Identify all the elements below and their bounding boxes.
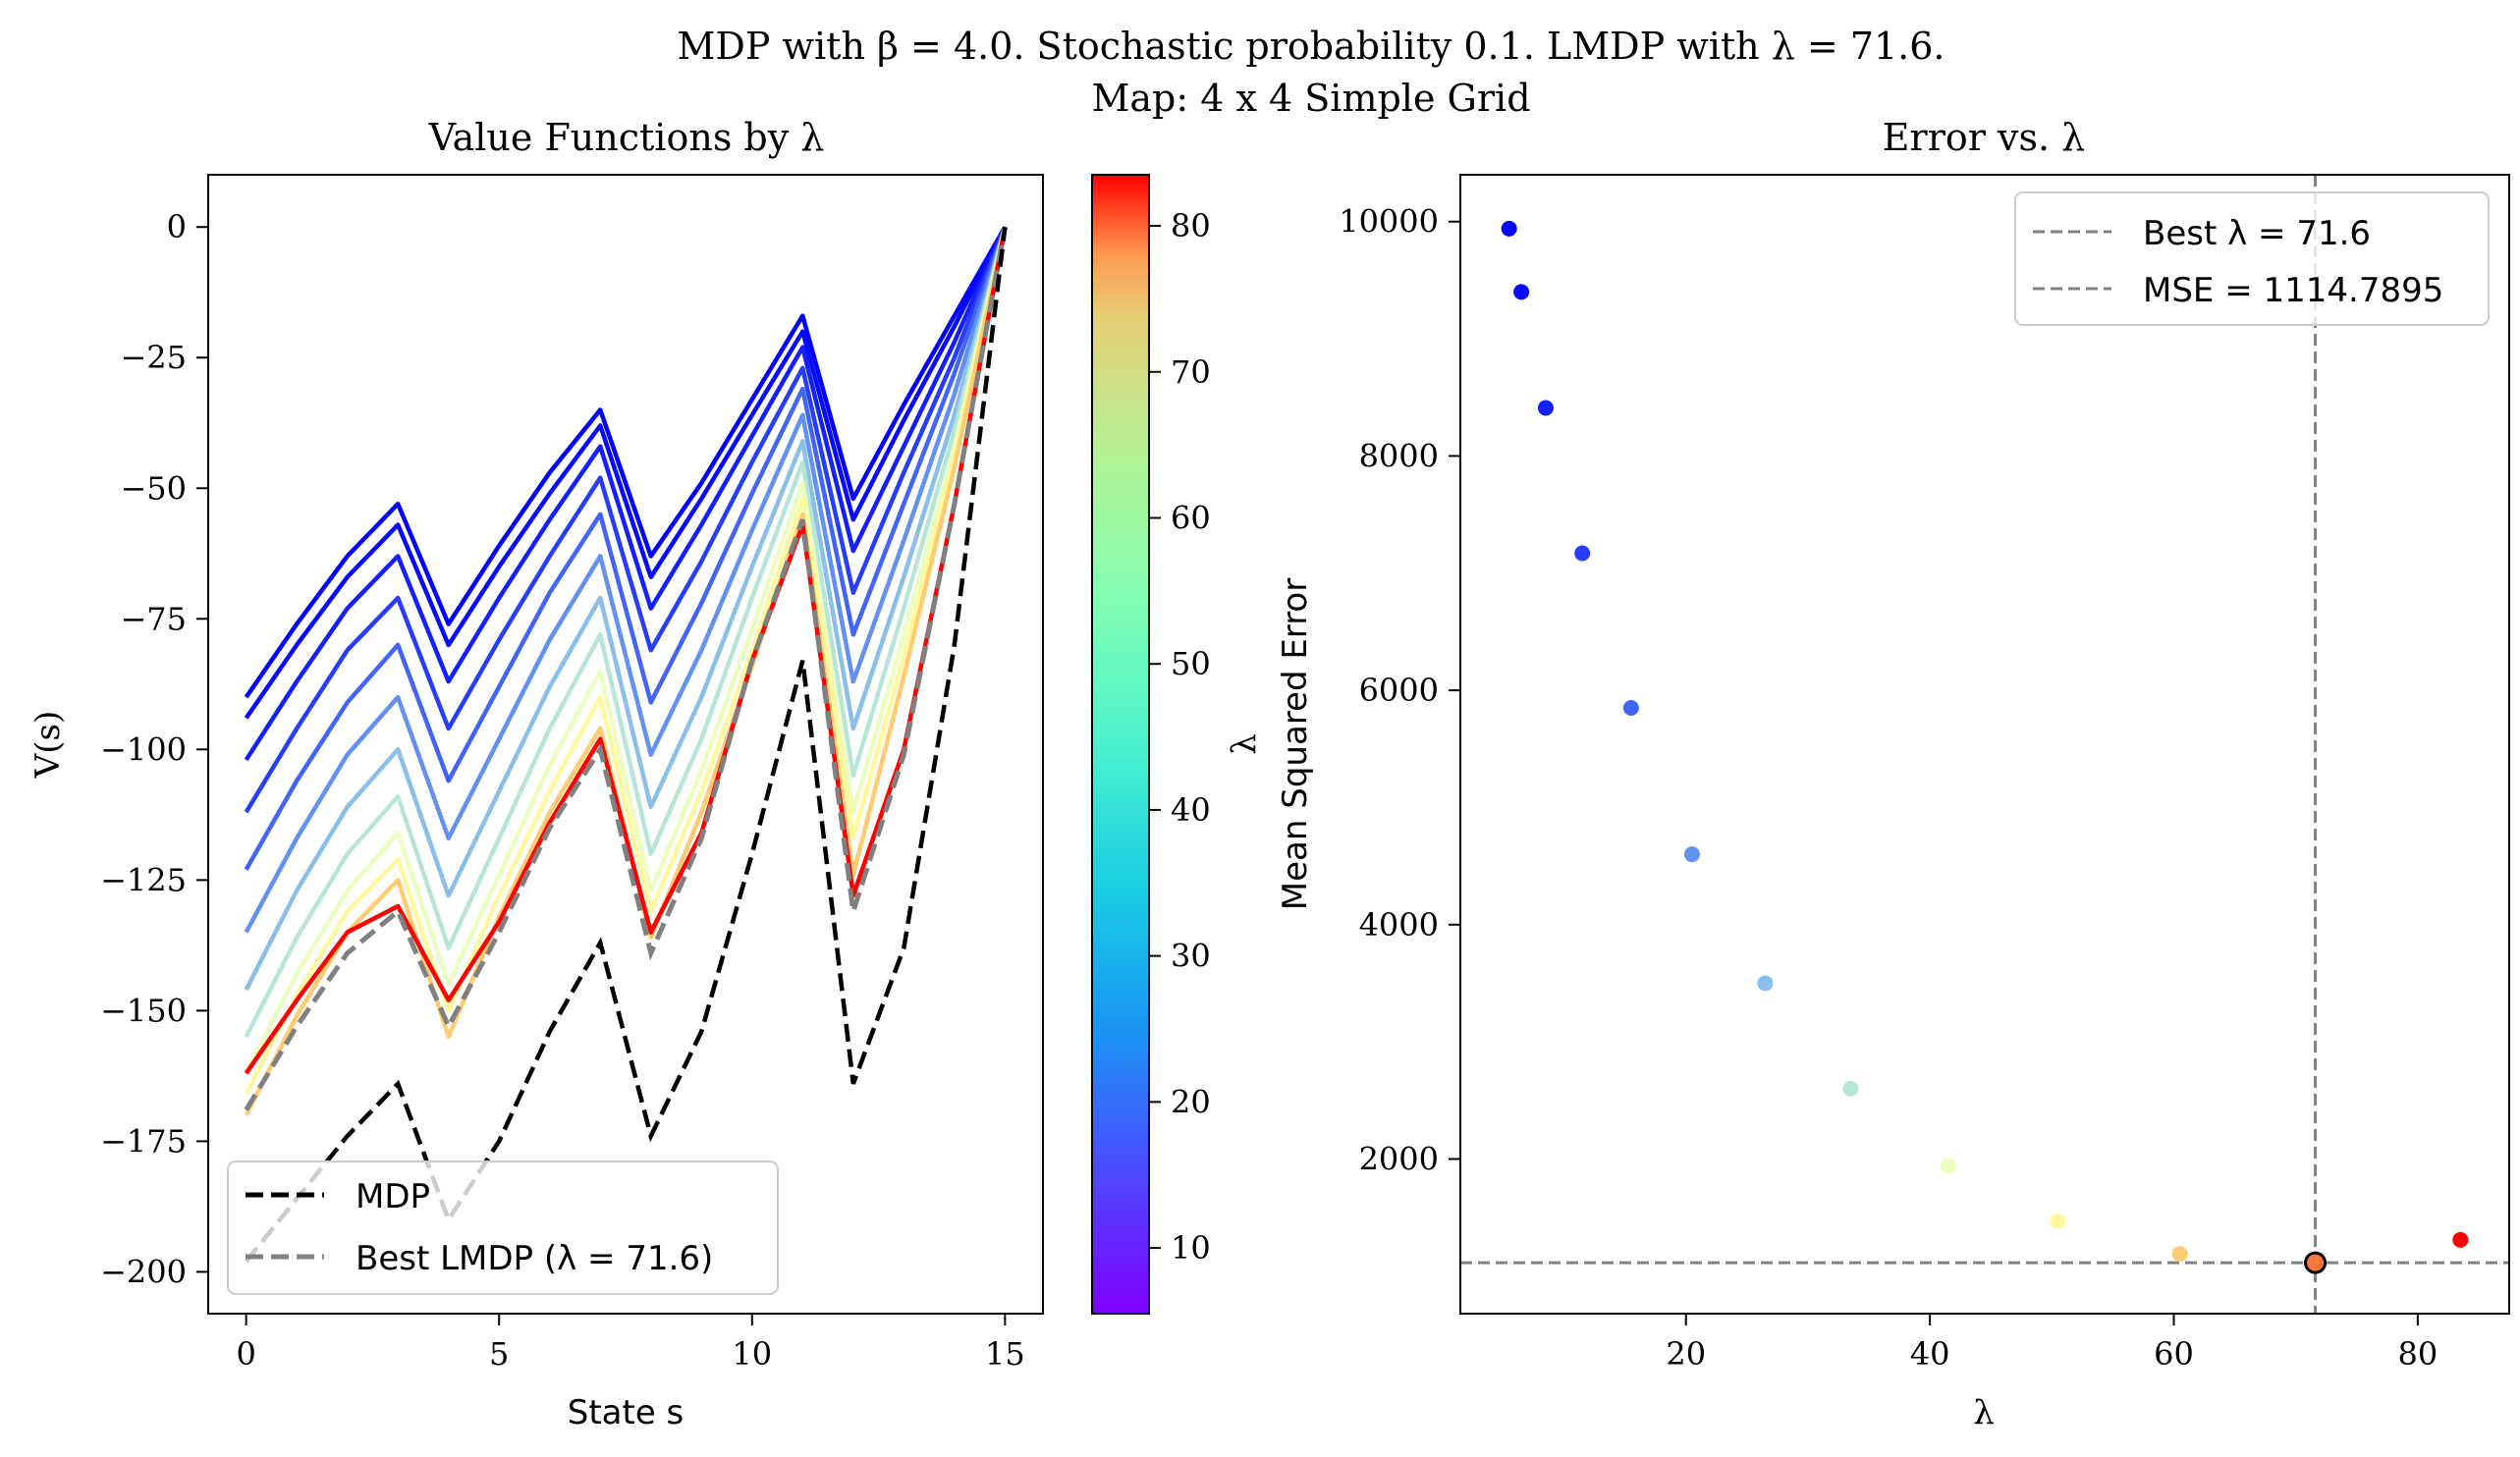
right-ytick-label-2: 6000 [1359, 672, 1439, 709]
right-xtick-label-1: 40 [1910, 1335, 1950, 1373]
left-xlabel: State s [568, 1393, 685, 1432]
right-xtick-label-0: 20 [1666, 1335, 1706, 1373]
left-xtick-label-0: 0 [236, 1335, 255, 1373]
legend-mse-label: MSE = 1114.7895 [2143, 271, 2443, 310]
mse-point-7 [1842, 1080, 1859, 1097]
legend-best-lambda-label: Best λ = 71.6 [2143, 214, 2371, 253]
left-ytick-label-0: 0 [167, 208, 187, 245]
lambda-curve-7 [244, 226, 1008, 1039]
left-xtick-label-3: 15 [985, 1335, 1025, 1373]
left-ylabel: V(s) [28, 711, 68, 780]
colorbar-tick-label-1: 20 [1171, 1083, 1211, 1120]
colorbar-tick-label-4: 50 [1171, 645, 1211, 682]
left-plot-title: Value Functions by λ [428, 116, 825, 159]
mse-point-9 [2050, 1213, 2066, 1229]
lambda-curve-8 [244, 226, 1008, 1075]
value-functions-plot: Value Functions by λ 0 5 10 15 0 −25 −50 −75 −10… [28, 116, 1044, 1432]
lambda-curve-6 [244, 226, 1008, 992]
mse-point-10 [2171, 1246, 2188, 1263]
mse-point-6 [1757, 975, 1774, 992]
right-xlabel: λ [1973, 1393, 1995, 1432]
left-ytick-label-6: −150 [100, 992, 187, 1029]
right-ytick-label-4: 10000 [1339, 203, 1439, 241]
colorbar-label: λ [1225, 733, 1264, 755]
colorbar-tick-label-5: 60 [1171, 499, 1211, 536]
right-ytick-label-3: 8000 [1359, 437, 1439, 474]
right-legend: Best λ = 71.6 MSE = 1114.7895 [2014, 191, 2490, 326]
mse-point-3 [1574, 545, 1591, 562]
left-xtick-label-1: 5 [489, 1335, 509, 1373]
mse-point-1 [1513, 284, 1530, 300]
left-ytick-label-4: −100 [100, 730, 187, 768]
left-ytick-label-2: −50 [120, 469, 187, 507]
right-plot-frame [1459, 174, 2510, 1315]
left-ytick-label-1: −25 [120, 339, 187, 376]
lambda-curve-3 [244, 226, 1008, 814]
mdp-line [244, 226, 1008, 1264]
colorbar: 10 20 30 40 50 60 70 80 λ [1091, 174, 1264, 1315]
mse-point-4 [1622, 700, 1639, 717]
right-ytick-label-0: 2000 [1359, 1140, 1439, 1177]
error-vs-lambda-plot: Error vs. λ 20 40 60 80 2000 4000 6000 8000 1000… [1276, 116, 2510, 1432]
lambda-curve-1 [244, 226, 1008, 720]
colorbar-tick-label-6: 70 [1171, 353, 1211, 391]
left-xtick-label-2: 10 [732, 1335, 772, 1373]
mse-point-11 [2452, 1231, 2469, 1248]
best-lmdp-line [244, 226, 1008, 1111]
left-ytick-label-8: −200 [100, 1253, 187, 1290]
mse-point-8 [1940, 1158, 1956, 1174]
lambda-curve-0 [244, 226, 1008, 699]
colorbar-gradient [1091, 174, 1150, 1315]
colorbar-tick-label-2: 30 [1171, 938, 1211, 975]
left-legend: MDP Best LMDP (λ = 71.6) [227, 1160, 779, 1295]
lambda-curve-2 [244, 226, 1008, 762]
legend-mdp-label: MDP [356, 1177, 430, 1216]
mse-point-2 [1537, 400, 1554, 416]
left-ytick-label-7: −175 [100, 1122, 187, 1160]
mse-point-5 [1683, 846, 1700, 863]
colorbar-tick-label-0: 10 [1171, 1229, 1211, 1267]
right-ylabel: Mean Squared Error [1276, 578, 1315, 910]
best-point [2304, 1251, 2328, 1274]
left-ytick-label-5: −125 [100, 861, 187, 898]
suptitle-line1: MDP with β = 4.0. Stochastic probability… [677, 25, 1945, 68]
legend-best-label: Best LMDP (λ = 71.6) [356, 1239, 713, 1278]
colorbar-tick-label-7: 80 [1171, 207, 1211, 244]
left-plot-frame [207, 174, 1044, 1315]
lambda-curve-9 [244, 226, 1008, 1096]
suptitle-line2: Map: 4 x 4 Simple Grid [1091, 77, 1530, 120]
lambda-curve-4 [244, 226, 1008, 871]
right-xtick-label-3: 80 [2398, 1335, 2438, 1373]
mse-point-0 [1501, 220, 1517, 237]
right-xtick-label-2: 60 [2154, 1335, 2194, 1373]
colorbar-tick-label-3: 40 [1171, 791, 1211, 829]
right-ytick-label-1: 4000 [1359, 906, 1439, 944]
lambda-curve-5 [244, 226, 1008, 934]
left-ytick-label-3: −75 [120, 600, 187, 637]
lambda-curve-11 [244, 226, 1008, 1075]
right-plot-title: Error vs. λ [1883, 116, 2085, 159]
